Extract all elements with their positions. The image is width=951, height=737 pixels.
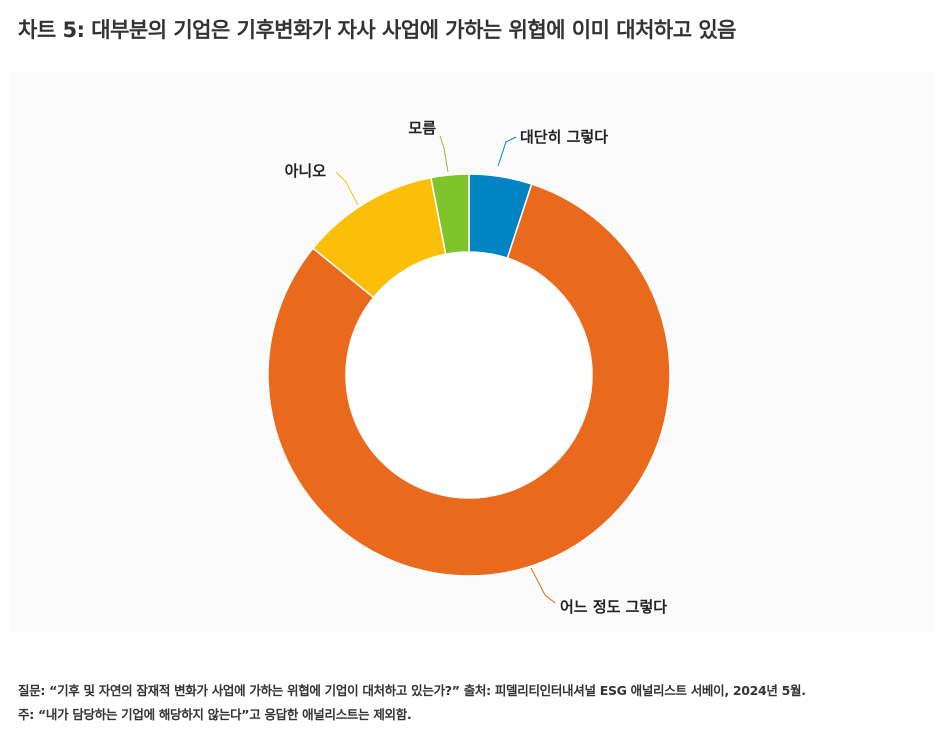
chart-title: 차트 5: 대부분의 기업은 기후변화가 자사 사업에 가하는 위협에 이미 대…	[18, 18, 737, 42]
question-source-note: 질문: “기후 및 자연의 잠재적 변화가 사업에 가하는 위협에 기업이 대처…	[18, 683, 806, 698]
exclusion-note: 주: “내가 담당하는 기업에 해당하지 않는다”고 응답한 애널리스트는 제외…	[18, 707, 412, 722]
leader-line	[439, 135, 449, 173]
slice-label: 아니오	[285, 162, 327, 180]
leader-line	[335, 171, 359, 206]
slice-label: 모름	[408, 119, 436, 137]
donut-slice	[430, 173, 470, 256]
donut-slice	[267, 183, 671, 577]
leader-line	[497, 136, 517, 167]
slice-label: 어느 정도 그렇다	[560, 598, 667, 616]
leader-line	[530, 567, 556, 604]
donut-hole	[346, 252, 592, 498]
slice-label: 대단히 그렇다	[520, 128, 608, 146]
